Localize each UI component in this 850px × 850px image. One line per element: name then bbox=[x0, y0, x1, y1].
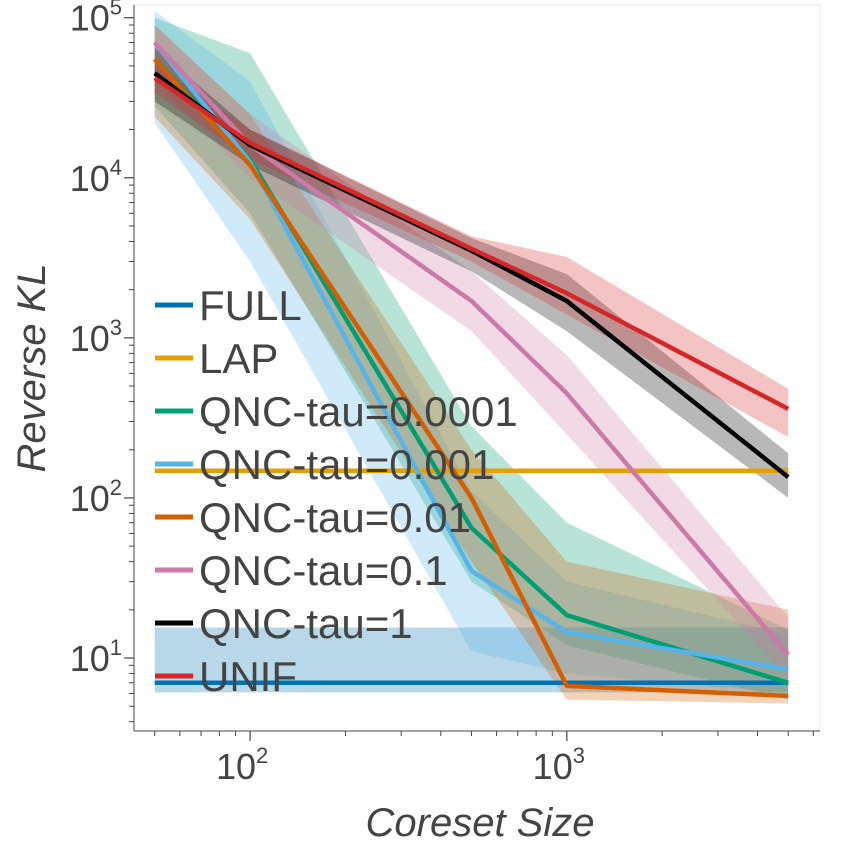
line-qnc-tau-0-1 bbox=[153, 40, 790, 657]
legend-label-qnc-tau-1: QNC-tau=1 bbox=[199, 600, 413, 647]
band-qnc-tau-0-001 bbox=[154, 11, 789, 694]
legend-label-qnc-tau-0-0001: QNC-tau=0.0001 bbox=[199, 388, 518, 435]
legend-label-unif: UNIF bbox=[199, 653, 297, 700]
legend-label-qnc-tau-0-001: QNC-tau=0.001 bbox=[199, 441, 494, 488]
legend-label-qnc-tau-0-1: QNC-tau=0.1 bbox=[199, 547, 448, 594]
legend-label-full: FULL bbox=[199, 282, 302, 329]
legend: FULL LAP QNC-tau=0.0001 QNC-tau=0.001 QNC-ta… bbox=[155, 282, 518, 700]
line-qnc-tau-0-0001 bbox=[153, 57, 789, 685]
x-tick-label: 102 bbox=[216, 743, 268, 787]
y-tick-label: 102 bbox=[70, 475, 122, 519]
y-tick-label: 101 bbox=[70, 635, 122, 679]
y-tick-label: 103 bbox=[70, 315, 122, 359]
legend-label-qnc-tau-0-01: QNC-tau=0.01 bbox=[199, 494, 471, 541]
y-axis-label: Reverse KL bbox=[10, 264, 54, 473]
x-axis-label: Coreset Size bbox=[366, 801, 595, 845]
y-tick-label: 105 bbox=[70, 0, 122, 39]
series-lines bbox=[152, 40, 790, 699]
line-qnc-tau-0-01 bbox=[153, 57, 789, 699]
legend-label-lap: LAP bbox=[199, 335, 278, 382]
y-tick-label: 104 bbox=[70, 155, 122, 199]
band-qnc-tau-0-01 bbox=[154, 25, 789, 704]
line-unif bbox=[153, 76, 790, 411]
x-tick-label: 103 bbox=[533, 743, 585, 787]
